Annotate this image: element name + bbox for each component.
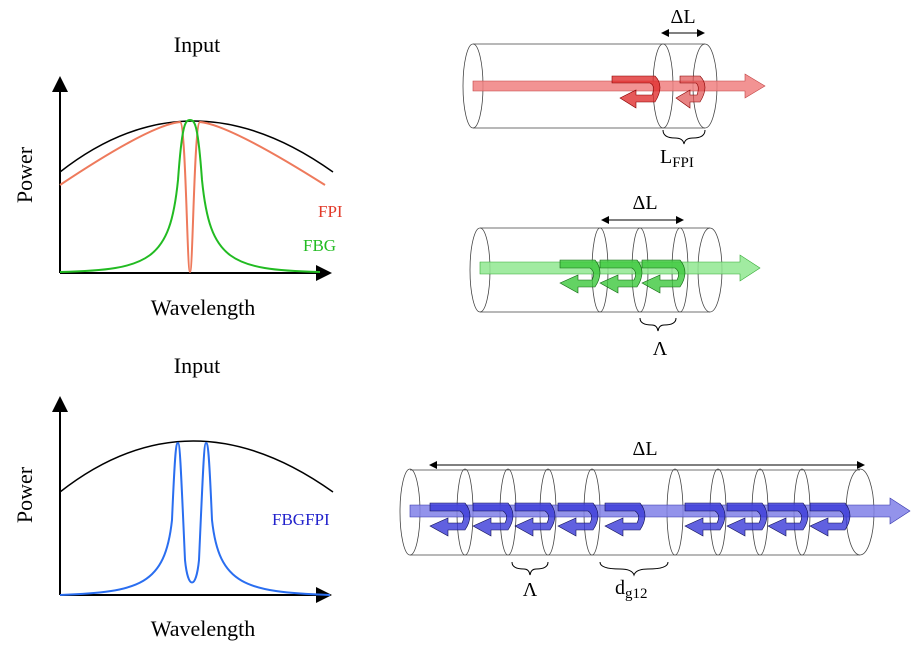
- period-label: Λ: [523, 579, 538, 601]
- plot-fbgfpi: Input Power Wavelength FBGFPI: [12, 353, 334, 641]
- label-main: L: [660, 146, 672, 168]
- fiber-fbgfpi: ΔL Λ dg12: [399, 438, 911, 602]
- legend-fpi: FPI: [318, 202, 343, 221]
- plot-fpi-fbg: Input Power Wavelength FPI FBG: [12, 32, 343, 320]
- plot-title: Input: [174, 353, 220, 378]
- y-label: Power: [12, 146, 37, 203]
- fiber-fpi: ΔL LFPI: [462, 6, 766, 171]
- plot-title: Input: [174, 32, 220, 57]
- x-label: Wavelength: [151, 295, 256, 320]
- period-label: Λ: [653, 338, 668, 360]
- fiber-fbg: ΔL Λ: [469, 192, 761, 360]
- period-label: LFPI: [660, 146, 694, 171]
- legend-fbgfpi: FBGFPI: [272, 510, 330, 529]
- length-label: ΔL: [632, 438, 657, 460]
- label-sub: FPI: [672, 155, 694, 171]
- legend-fbg: FBG: [303, 236, 336, 255]
- label-sub: g12: [625, 586, 648, 602]
- x-label: Wavelength: [151, 616, 256, 641]
- length-label: ΔL: [632, 192, 657, 214]
- y-label: Power: [12, 466, 37, 523]
- label-main: d: [615, 577, 625, 599]
- gap-label: dg12: [615, 577, 648, 602]
- length-label: ΔL: [670, 6, 695, 28]
